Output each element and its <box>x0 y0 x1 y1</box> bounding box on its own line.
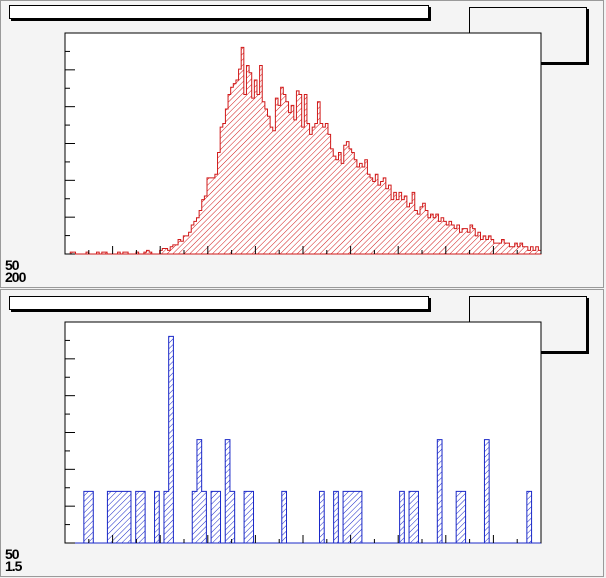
histogram-title-box <box>9 296 429 310</box>
x-axis-label: 200 <box>5 269 26 285</box>
histogram-pad-top: 50 200 <box>0 0 604 288</box>
y-axis-label: 50 <box>5 257 20 273</box>
y-axis-label: 50 <box>5 546 20 562</box>
histogram-plot-top <box>64 32 542 255</box>
histogram-pad-bottom: 50 1.5 <box>0 289 604 577</box>
histogram-series <box>65 46 542 255</box>
histogram-title-box <box>9 5 429 19</box>
histogram-plot-bottom <box>64 321 542 544</box>
histogram-series <box>65 335 541 544</box>
x-axis-label: 1.5 <box>5 558 22 574</box>
